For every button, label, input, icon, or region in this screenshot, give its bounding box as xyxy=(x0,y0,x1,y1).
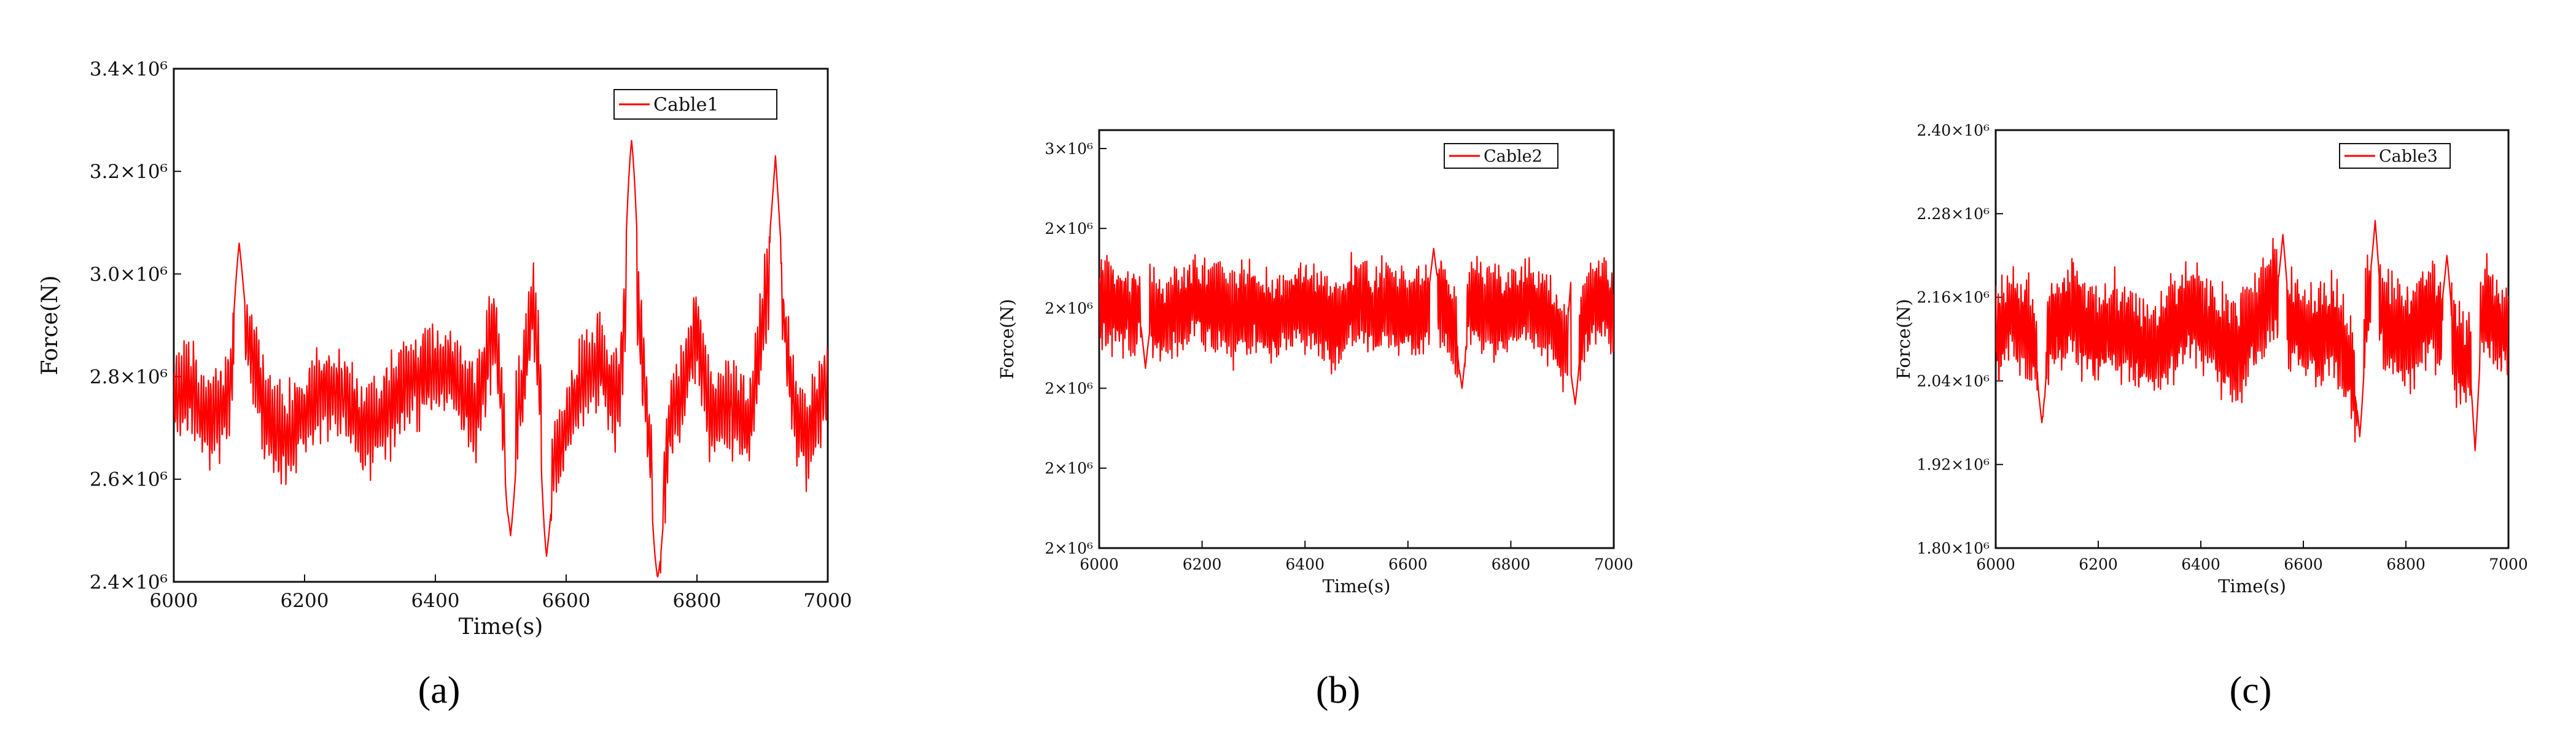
x-tick-label: 7000 xyxy=(2489,555,2528,573)
y-tick-label: 2.40×10⁶ xyxy=(1917,122,1990,139)
chart-panel-a: 6000 6200 6400 6600 6800 7000 2.4×10⁶ 2.6×10⁶ 2.… xyxy=(37,58,852,640)
x-axis-title: Time(s) xyxy=(2218,576,2286,597)
legend-label: Cable2 xyxy=(1484,147,1543,166)
x-tick-label: 6000 xyxy=(1976,555,2015,573)
y-tick-label: 2×10⁶ xyxy=(1045,460,1093,477)
x-tick-label: 6200 xyxy=(1183,555,1222,573)
chart-panel-b: 6000 6200 6400 6600 6800 7000 2×10⁶ 2×10⁶ 2×10⁶ 2… xyxy=(997,129,1633,597)
x-tick-label: 6000 xyxy=(150,590,198,612)
y-axis-title: Force(N) xyxy=(997,299,1018,379)
y-tick-label: 3.0×10⁶ xyxy=(90,263,168,285)
legend: Cable3 xyxy=(2339,143,2451,169)
x-tick-label: 6800 xyxy=(2386,555,2426,573)
y-tick-label: 1.92×10⁶ xyxy=(1917,456,1990,474)
x-tick-label: 6600 xyxy=(542,590,591,612)
y-tick-label: 2.4×10⁶ xyxy=(90,571,168,593)
x-tick-label: 6200 xyxy=(281,590,329,612)
x-tick-label: 6200 xyxy=(2079,555,2118,573)
legend: Cable2 xyxy=(1444,143,1558,169)
panel-label-b: (b) xyxy=(1316,670,1360,711)
y-tick-label: 3.2×10⁶ xyxy=(90,161,168,183)
x-axis-title: Time(s) xyxy=(459,614,543,640)
y-tick-label: 2×10⁶ xyxy=(1045,379,1093,397)
y-tick-label: 3.4×10⁶ xyxy=(90,58,168,80)
series-line-cable3 xyxy=(1996,220,2508,452)
y-axis-title: Force(N) xyxy=(1893,299,1914,379)
y-tick-label: 2×10⁶ xyxy=(1045,220,1093,238)
y-tick-label: 2.28×10⁶ xyxy=(1917,205,1990,223)
x-tick-label: 6400 xyxy=(2181,555,2220,573)
panel-label-c: (c) xyxy=(2230,670,2272,711)
y-tick-label: 3×10⁶ xyxy=(1045,140,1093,158)
legend-label: Cable1 xyxy=(653,95,718,116)
legend-box xyxy=(1444,143,1558,169)
y-tick-label: 2×10⁶ xyxy=(1045,300,1093,317)
x-tick-label: 7000 xyxy=(1594,555,1633,573)
y-tick-label: 2.6×10⁶ xyxy=(90,469,168,491)
series-line-cable2 xyxy=(1099,247,1614,405)
y-tick-label: 2.04×10⁶ xyxy=(1917,372,1990,390)
x-tick-label: 7000 xyxy=(804,590,852,612)
y-tick-label: 2.8×10⁶ xyxy=(90,366,168,388)
x-tick-label: 6000 xyxy=(1080,555,1119,573)
x-tick-label: 6400 xyxy=(411,590,460,612)
x-tick-label: 6800 xyxy=(1492,555,1531,573)
y-tick-label: 2.16×10⁶ xyxy=(1917,288,1990,306)
panel-label-a: (a) xyxy=(418,670,461,711)
y-axis-title: Force(N) xyxy=(37,276,63,376)
chart-panel-c: 6000 6200 6400 6600 6800 7000 1.80×10⁶ 1.92×10⁶… xyxy=(1893,122,2528,597)
series-line-cable1 xyxy=(174,139,828,578)
x-tick-label: 6600 xyxy=(1388,555,1428,573)
legend-label: Cable3 xyxy=(2379,147,2438,166)
x-tick-label: 6800 xyxy=(673,590,722,612)
plot-frame xyxy=(173,68,829,583)
x-tick-label: 6600 xyxy=(2284,555,2323,573)
y-tick-label: 2×10⁶ xyxy=(1045,539,1093,557)
legend: Cable1 xyxy=(613,89,777,120)
x-tick-label: 6400 xyxy=(1285,555,1325,573)
y-tick-label: 1.80×10⁶ xyxy=(1917,539,1990,557)
x-axis-title: Time(s) xyxy=(1323,576,1391,597)
